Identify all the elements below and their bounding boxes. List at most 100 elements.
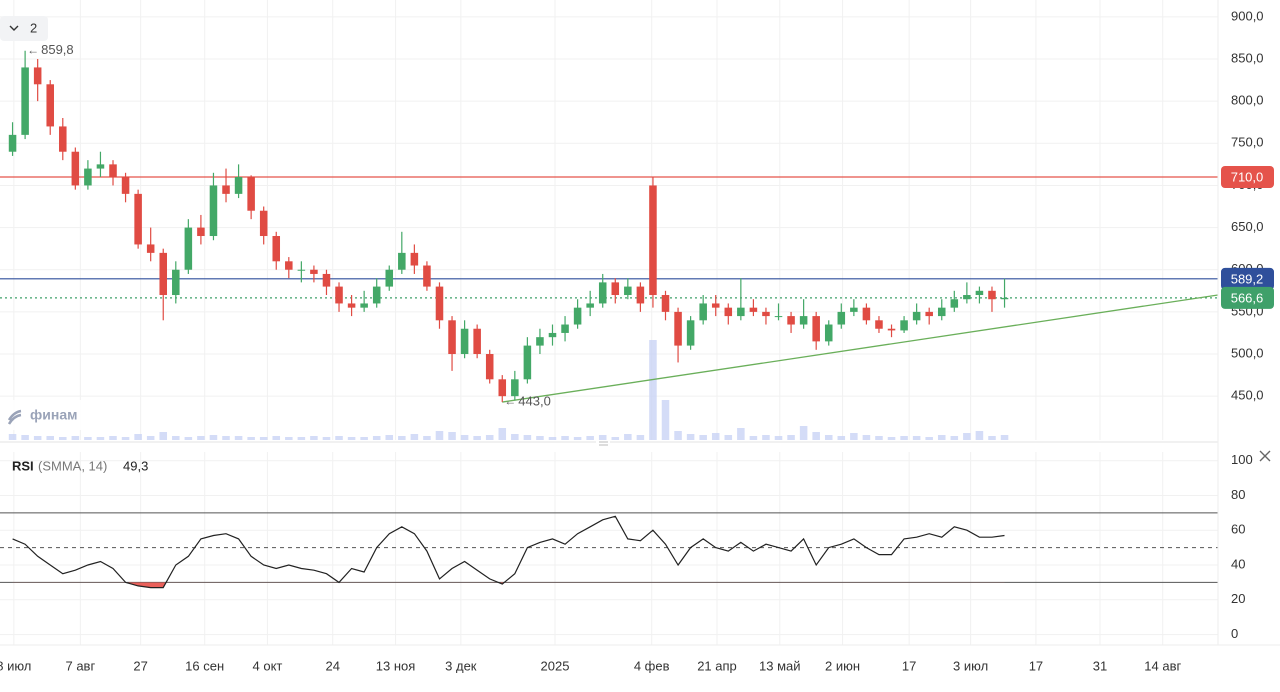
price-badge-label: 566,6 (1231, 290, 1264, 305)
volume-bar (473, 436, 481, 440)
y-tick-label: 800,0 (1231, 93, 1264, 108)
volume-bar (661, 400, 670, 440)
volume-bar (561, 436, 569, 440)
volume-bar (548, 437, 557, 440)
y-tick-label: 750,0 (1231, 135, 1264, 150)
trendline (502, 294, 1219, 403)
watermark-logo (7, 409, 22, 425)
candle-body (711, 303, 720, 308)
volume-bar (410, 434, 419, 440)
toggle-button[interactable] (0, 16, 48, 41)
watermark: финам (0, 400, 94, 430)
volume-bar (435, 431, 444, 440)
volume-bar (573, 437, 582, 440)
volume-bar (398, 436, 406, 440)
close-indicator[interactable] (1259, 450, 1271, 462)
volume-bar (674, 431, 682, 440)
legend-toggle[interactable]: 2 (0, 16, 48, 41)
volume-bar (96, 437, 105, 440)
volume-bar (347, 437, 356, 440)
x-tick-label: 2025 (541, 658, 570, 673)
x-tick-label: 3 июл (953, 658, 988, 673)
volume-bar (209, 435, 218, 440)
candle-body (410, 252, 419, 266)
candle-body (448, 320, 456, 355)
volume-bar (335, 436, 343, 440)
rsi-tick-label: 80 (1231, 487, 1245, 502)
candle-body (398, 252, 406, 270)
volume-bar (146, 436, 155, 440)
candle-body (862, 307, 871, 321)
candle-body (259, 210, 268, 237)
candle-body (887, 328, 896, 331)
volume-bar (485, 435, 494, 440)
candle-body (573, 307, 582, 325)
volume-bar (109, 436, 117, 440)
candle-body (498, 379, 507, 397)
candle-body (460, 328, 469, 355)
volume-bar (988, 436, 996, 440)
candle-body (548, 332, 557, 338)
volume-bar (310, 436, 318, 440)
candle-body (84, 168, 92, 186)
pane-handle[interactable] (596, 440, 610, 446)
rsi-oversold-area (125, 582, 505, 588)
candle-body (46, 84, 54, 127)
volume-bar (749, 436, 758, 440)
volume-bar (297, 437, 306, 440)
volume-bar (774, 436, 783, 440)
candle-body (636, 286, 645, 304)
candle-body (875, 320, 883, 329)
plot: ← 859,8← 443,0 (0, 42, 1219, 589)
candle-body (737, 307, 745, 317)
rsi-header: RSI (SMMA, 14) 49,3 (12, 458, 148, 473)
candle-body (372, 286, 381, 304)
volume-bar (59, 437, 67, 440)
price-badge-label: 710,0 (1231, 169, 1264, 184)
volume-bar (937, 435, 946, 440)
candle-body (59, 126, 67, 152)
volume-bar (498, 428, 507, 440)
grid (0, 0, 1218, 645)
toggle-count: 2 (30, 20, 37, 35)
x-tick-label: 3 дек (445, 658, 477, 673)
candle-body (247, 177, 255, 211)
volume-bar (134, 434, 142, 440)
volume-bar (272, 436, 281, 440)
volume-bar (737, 428, 745, 440)
x-tick-label: 13 ноя (376, 658, 416, 673)
price-badge-label: 589,2 (1231, 271, 1264, 286)
chevron-icon (9, 25, 19, 31)
volume-bar (724, 435, 733, 440)
candle-body (686, 320, 695, 346)
rsi-tick-label: 20 (1231, 591, 1245, 606)
volume-bar (121, 437, 130, 440)
volume-bar (448, 432, 456, 440)
candle-body (485, 354, 494, 380)
candle-body (661, 295, 670, 312)
volume-bar (523, 435, 532, 440)
volume-bar (172, 436, 180, 440)
volume-bar (536, 436, 544, 440)
volume-bar (84, 437, 92, 440)
volume-bar (925, 437, 933, 440)
volume-bar (787, 435, 795, 440)
candle-body (787, 316, 795, 325)
x-tick-label: 13 май (759, 658, 801, 673)
volume-bar (33, 436, 42, 440)
candle-body (134, 193, 142, 245)
candle-body (950, 299, 959, 308)
price-badge (1221, 267, 1274, 290)
volume-bar (598, 435, 607, 440)
watermark-bg (0, 400, 94, 430)
volume-bar (887, 437, 896, 440)
candle-body (222, 185, 230, 194)
volume-bar (423, 436, 431, 440)
candle-body (925, 311, 933, 317)
candle-body (184, 227, 193, 270)
y-tick-label: 650,0 (1231, 219, 1264, 234)
volume-bar (686, 434, 695, 440)
volume-bar (711, 433, 720, 440)
